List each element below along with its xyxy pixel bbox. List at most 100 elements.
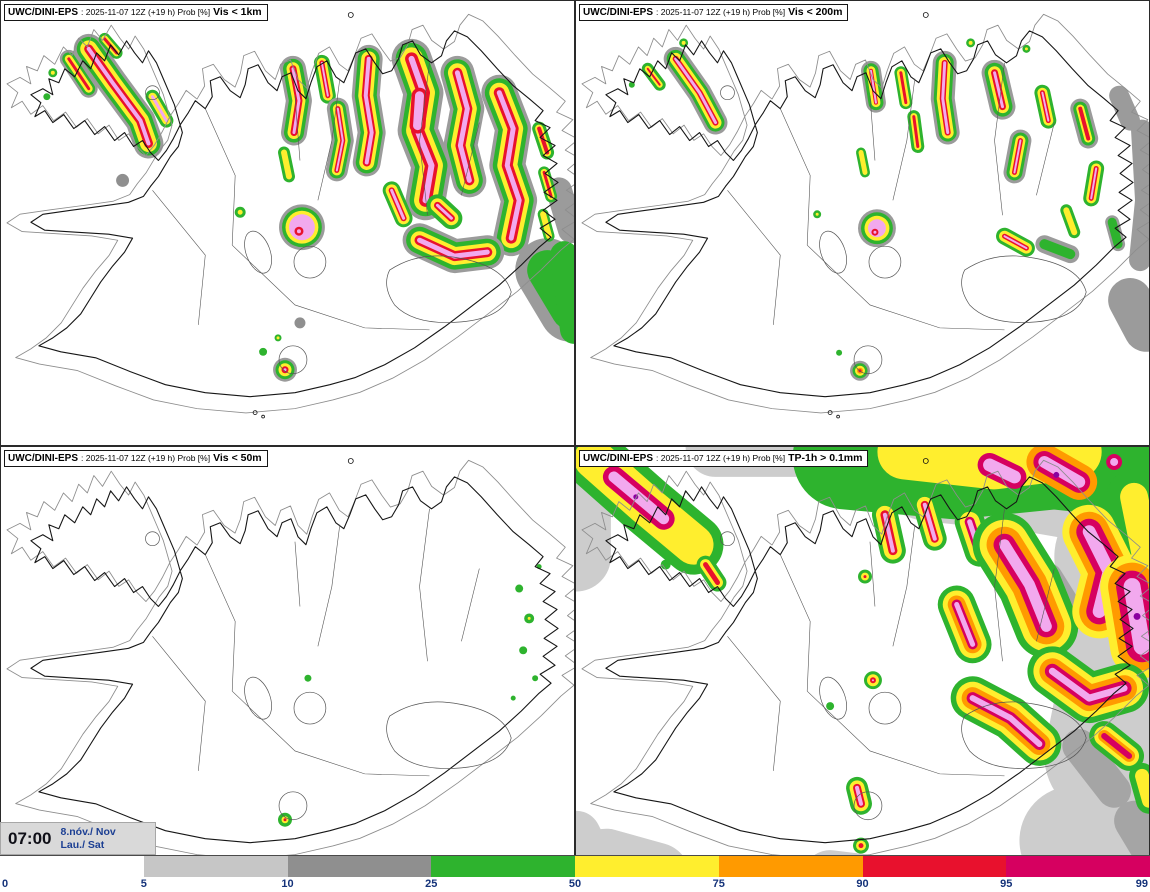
glacier-drangajokull <box>720 85 735 101</box>
prob-contour <box>294 317 306 329</box>
island-grimsey <box>922 12 929 18</box>
prob-contour <box>390 188 406 220</box>
valid-date: 8.nóv./ Nov Lau./ Sat <box>60 826 115 851</box>
prob-contour <box>515 584 524 593</box>
glacier-drangajokull <box>145 85 160 101</box>
glacier-langjokull <box>819 230 847 274</box>
prob-contour <box>1108 278 1149 352</box>
run-meta-label: : 2025-11-07 12Z (+19 h) Prob [%] <box>656 452 786 463</box>
prob-contour <box>855 785 863 806</box>
colorbar-segment <box>718 856 863 877</box>
colorbar-segment <box>575 856 719 877</box>
prob-contour <box>912 115 920 149</box>
colorbar-tick-labels: 0 5 10 25 50 75 90 95 99 <box>0 877 1150 892</box>
valid-time: 07:00 <box>8 828 52 848</box>
model-label: UWC/DINI-EPS <box>583 7 653 18</box>
run-meta-label: : 2025-11-07 12Z (+19 h) Prob [%] <box>81 452 211 463</box>
prob-contour <box>413 91 425 131</box>
colorbar-tick: 5 <box>140 878 147 890</box>
prob-contour <box>435 203 453 220</box>
glacier-drangajokull <box>720 530 735 546</box>
prob-contour <box>674 57 718 125</box>
prob-contour <box>67 57 91 91</box>
prob-contour <box>1101 732 1133 759</box>
forecast-panel-vis-50m: UWC/DINI-EPS: 2025-11-07 12Z (+19 h) Pro… <box>0 445 575 891</box>
region-boundaries <box>727 508 1055 776</box>
prob-contour <box>1038 455 1086 488</box>
prob-contour <box>1039 239 1076 260</box>
prob-contour <box>1109 85 1141 131</box>
forecast-panel-vis-200m: UWC/DINI-EPS: 2025-11-07 12Z (+19 h) Pro… <box>575 0 1150 446</box>
coastline <box>605 30 1134 398</box>
prob-contour <box>1090 167 1098 200</box>
prob-contour <box>1114 800 1149 866</box>
prob-contour <box>681 40 686 45</box>
run-meta-label: : 2025-11-07 12Z (+19 h) Prob [%] <box>81 7 211 17</box>
glacier-myrdalsjokull <box>278 345 308 375</box>
prob-contour <box>1053 471 1060 478</box>
offshore-contour <box>6 459 574 859</box>
colorbar-segment <box>1006 856 1150 877</box>
island-grimsey <box>347 12 354 18</box>
prob-contour <box>1078 106 1091 141</box>
prob-contour <box>519 645 528 654</box>
glacier-hofsjokull <box>293 691 327 724</box>
model-label: UWC/DINI-EPS <box>8 7 78 18</box>
prob-contour <box>1107 217 1123 249</box>
glacier-myrdalsjokull <box>853 345 883 375</box>
island-grimsey <box>922 457 929 464</box>
region-boundaries <box>152 62 480 331</box>
prob-contour <box>291 67 301 135</box>
prob-contour <box>296 229 301 234</box>
island-grimsey <box>347 457 354 464</box>
prob-contour <box>1048 667 1128 702</box>
glacier-langjokull <box>244 676 272 719</box>
prob-contour <box>1110 457 1119 466</box>
valid-date-line1: 8.nóv./ Nov <box>60 825 116 838</box>
colorbar-segment <box>143 856 288 877</box>
prob-contour <box>304 674 312 682</box>
prob-contour <box>320 61 329 97</box>
island-vestmannaeyjar <box>252 410 258 415</box>
prob-contour <box>510 695 516 701</box>
prob-contour <box>628 81 635 88</box>
prob-contour <box>283 817 287 821</box>
colorbar-tick: 90 <box>856 878 869 890</box>
prob-contour <box>941 61 950 135</box>
prob-contour <box>1063 207 1078 236</box>
colorbar-tick: 99 <box>1135 878 1148 890</box>
forecast-panel-tp-1h: UWC/DINI-EPS: 2025-11-07 12Z (+19 h) Pro… <box>575 445 1150 891</box>
prob-contour <box>993 71 1005 109</box>
glacier-vatnajokull <box>386 701 512 769</box>
prob-contour <box>826 701 835 710</box>
prob-contour <box>1013 139 1022 174</box>
glacier-langjokull <box>819 676 847 719</box>
island-vestmannaeyjar <box>261 414 265 419</box>
prob-contour <box>1135 768 1149 808</box>
glacier-hofsjokull <box>293 245 327 279</box>
model-label: UWC/DINI-EPS <box>8 452 78 464</box>
map-canvas-tp-1h <box>576 446 1149 890</box>
valid-date-line2: Lau./ Sat <box>60 838 105 851</box>
forecast-panel-vis-1km: UWC/DINI-EPS: 2025-11-07 12Z (+19 h) Pro… <box>0 0 575 446</box>
colorbar-segment <box>287 856 432 877</box>
prob-contour <box>1129 119 1149 272</box>
island-vestmannaeyjar <box>836 414 840 419</box>
colorbar-segments <box>0 855 1150 877</box>
prob-contour <box>660 559 671 570</box>
coastline <box>30 30 559 398</box>
prob-contour <box>335 107 344 172</box>
prob-contour <box>259 347 268 356</box>
prob-contour <box>858 842 864 848</box>
prob-contour <box>276 336 280 340</box>
glacier-vatnajokull <box>961 255 1087 323</box>
region-boundaries <box>727 62 1055 331</box>
prob-contour <box>1041 91 1050 122</box>
colorbar-segment <box>431 856 575 877</box>
panel-title-vis-200m: UWC/DINI-EPS: 2025-11-07 12Z (+19 h) Pro… <box>579 4 849 21</box>
prob-contour <box>527 616 531 620</box>
island-vestmannaeyjar <box>827 410 833 415</box>
threshold-label: TP-1h > 0.1mm <box>788 451 863 464</box>
glacier-drangajokull <box>145 530 160 546</box>
prob-contour <box>999 538 1052 632</box>
